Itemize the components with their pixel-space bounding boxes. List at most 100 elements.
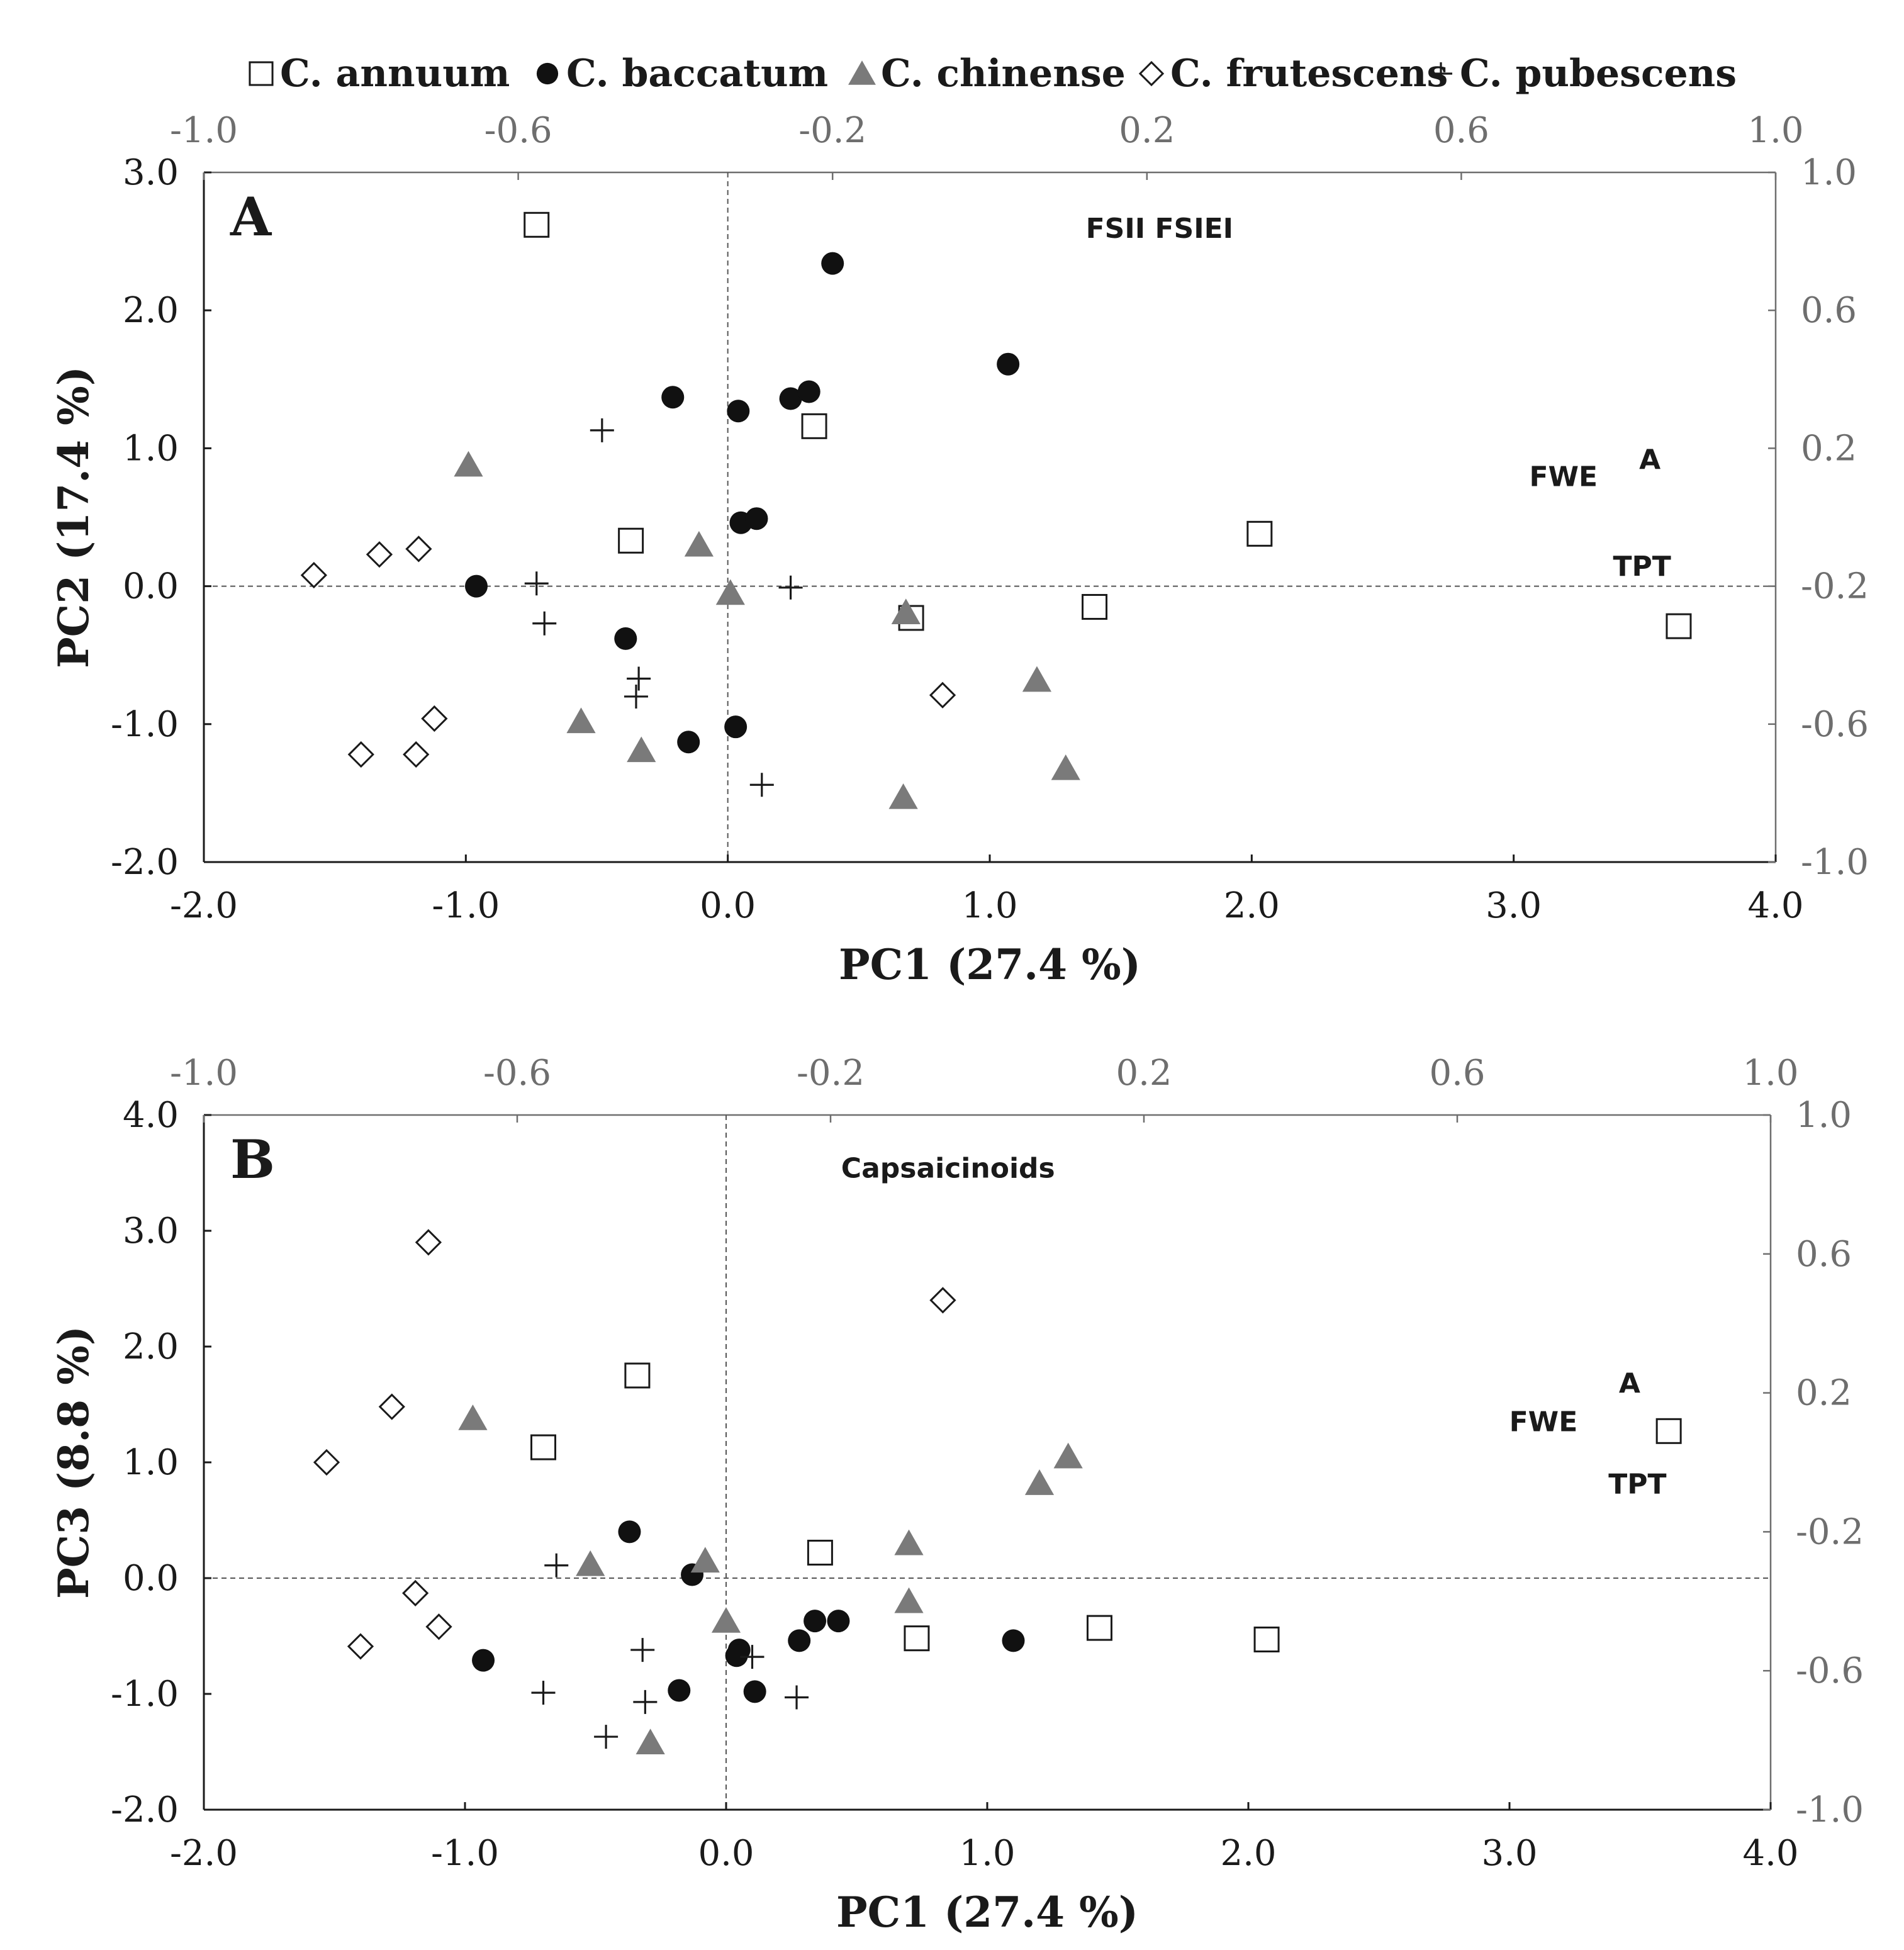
y-tick-label: 0.0 (123, 566, 179, 607)
right-tick-label: -0.2 (1801, 566, 1869, 607)
panel-b-pc1-pc3-scatter: -2.0 -1.0 0.0 1.0 2.0 3.0 4.0 -2.0 -1.0 0.0 1.0 2.0… (49, 1053, 1864, 1937)
top-tick-label: 0.6 (1429, 1053, 1485, 1094)
point-c-pubescens (532, 611, 557, 636)
point-c-baccatum (804, 1610, 827, 1633)
point-c-baccatum (464, 574, 488, 598)
legend-label-c-pubescens: C. pubescens (1460, 52, 1737, 96)
point-c-frutescens (421, 705, 448, 732)
point-c-pubescens (544, 1553, 569, 1577)
point-c-chinense (566, 707, 596, 734)
point-c-annuum (904, 1625, 930, 1652)
point-c-baccatum (1002, 1629, 1025, 1652)
point-c-frutescens (929, 1287, 956, 1314)
point-c-baccatum (788, 1629, 811, 1652)
point-c-chinense (1022, 666, 1052, 692)
x-tick-label: 2.0 (1224, 885, 1280, 926)
point-c-chinense (576, 1550, 605, 1576)
point-c-annuum (530, 1434, 556, 1460)
top-tick-label: 0.2 (1119, 110, 1175, 151)
point-c-frutescens (425, 1613, 452, 1640)
loading-label-fwe: FWE (1509, 1406, 1578, 1438)
top-tick-label: -0.2 (797, 1053, 865, 1094)
x-tick-label: 3.0 (1481, 1833, 1537, 1874)
point-c-chinense (684, 530, 714, 557)
x-tick-label: 0.0 (700, 885, 756, 926)
point-c-annuum (618, 527, 644, 554)
top-tick-label: 0.2 (1116, 1053, 1172, 1094)
point-c-baccatum (779, 387, 802, 410)
right-tick-label: -1.0 (1801, 842, 1869, 883)
x-axis-title: PC1 (27.4 %) (839, 940, 1141, 989)
y-tick-label: 2.0 (123, 1326, 179, 1367)
point-c-chinense (627, 736, 656, 763)
y-tick-label: -2.0 (111, 842, 179, 883)
top-tick-label: -1.0 (170, 110, 238, 151)
point-c-frutescens (378, 1393, 405, 1420)
legend: C. annuum C. baccatum C. chinense C. frutes… (249, 52, 1737, 96)
legend-diamond-icon (1138, 60, 1165, 87)
point-c-baccatum (827, 1610, 850, 1633)
point-c-annuum (1246, 520, 1273, 547)
y-tick-label: 2.0 (123, 290, 179, 331)
y-tick-label: 3.0 (123, 152, 179, 193)
y-tick-label: -1.0 (111, 1674, 179, 1715)
top-tick-label: 1.0 (1742, 1053, 1798, 1094)
loading-label-a: A (1639, 444, 1660, 476)
legend-square-icon (249, 61, 274, 86)
x-tick-label: -1.0 (432, 885, 500, 926)
x-tick-label: 0.0 (698, 1833, 754, 1874)
x-tick-label: 4.0 (1742, 1833, 1798, 1874)
top-tick-label: -0.6 (483, 1053, 551, 1094)
point-c-frutescens (402, 1579, 429, 1607)
right-tick-label: 0.6 (1796, 1234, 1852, 1275)
loading-label-tpt: TPT (1613, 551, 1671, 583)
loading-label-fsii: FSII (1086, 213, 1146, 245)
x-tick-label: 3.0 (1486, 885, 1542, 926)
point-c-annuum (624, 1362, 651, 1389)
right-tick-label: 0.2 (1796, 1373, 1852, 1414)
y-axis-title: PC2 (17.4 %) (49, 366, 98, 668)
point-c-chinense (458, 1404, 488, 1430)
right-tick-label: 0.6 (1801, 290, 1857, 331)
right-tick-label: 0.2 (1801, 428, 1857, 469)
y-tick-label: -2.0 (111, 1790, 179, 1830)
x-tick-label: -2.0 (170, 1833, 238, 1874)
x-tick-label: 1.0 (959, 1833, 1015, 1874)
y-tick-label: 1.0 (123, 428, 179, 469)
point-c-baccatum (618, 1520, 641, 1544)
point-c-annuum (807, 1540, 833, 1566)
panel-label: B (230, 1128, 275, 1191)
loading-label-capsaicinoids: Capsaicinoids (841, 1152, 1055, 1184)
panel-label: A (230, 186, 272, 248)
point-c-pubescens (630, 1638, 655, 1662)
right-tick-label: -0.6 (1801, 704, 1869, 745)
x-tick-label: -1.0 (431, 1833, 499, 1874)
right-tick-label: 1.0 (1801, 152, 1857, 193)
legend-triangle-icon (848, 60, 876, 85)
point-c-frutescens (366, 541, 393, 568)
loading-label-fwe: FWE (1529, 461, 1598, 493)
point-c-pubescens (633, 1689, 658, 1714)
point-c-chinense (1024, 1469, 1055, 1495)
point-c-baccatum (668, 1679, 691, 1702)
point-c-baccatum (745, 507, 768, 530)
point-c-chinense (690, 1547, 720, 1573)
point-c-frutescens (415, 1229, 442, 1256)
point-c-frutescens (403, 741, 430, 768)
point-c-annuum (1082, 593, 1108, 620)
x-tick-label: 1.0 (961, 885, 1017, 926)
point-c-baccatum (797, 380, 820, 403)
point-c-chinense (715, 579, 745, 605)
point-c-baccatum (743, 1680, 766, 1703)
legend-label-c-baccatum: C. baccatum (566, 52, 828, 96)
top-tick-label: -1.0 (170, 1053, 238, 1094)
legend-label-c-annuum: C. annuum (280, 52, 510, 96)
point-c-chinense (891, 598, 921, 624)
point-c-frutescens (300, 561, 327, 589)
point-c-annuum (1086, 1615, 1112, 1641)
point-c-pubescens (590, 418, 614, 442)
point-c-baccatum (472, 1649, 495, 1672)
point-c-pubescens (749, 773, 774, 797)
point-c-chinense (454, 451, 483, 477)
top-tick-label: 0.6 (1433, 110, 1489, 151)
